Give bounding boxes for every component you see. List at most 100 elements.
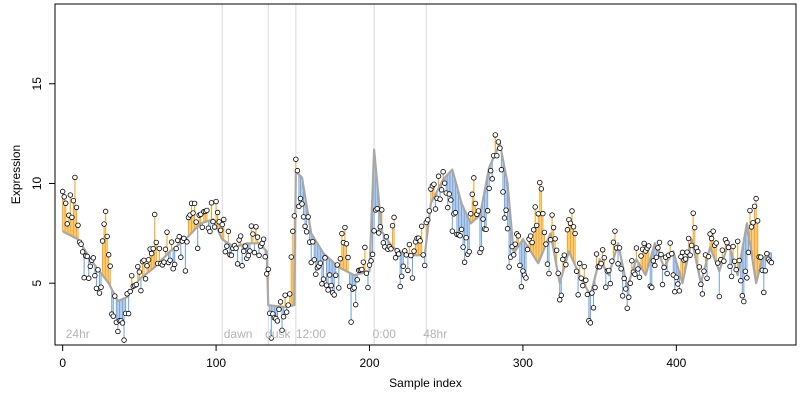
- data-point: [320, 276, 327, 282]
- data-point: [283, 309, 290, 315]
- data-point: [96, 290, 103, 296]
- data-point: [193, 219, 199, 225]
- data-point: [435, 173, 442, 179]
- data-point: [466, 248, 472, 255]
- data-point: [463, 235, 469, 241]
- data-point: [504, 226, 511, 232]
- y-axis-label: Expression: [9, 145, 23, 204]
- data-point: [152, 211, 158, 218]
- data-point: [488, 167, 494, 174]
- data-point: [603, 284, 609, 290]
- data-point: [280, 314, 287, 320]
- data-point: [285, 302, 291, 308]
- data-point: [710, 228, 716, 234]
- data-point: [705, 253, 712, 260]
- data-point: [676, 288, 683, 294]
- data-point: [339, 230, 345, 237]
- data-point: [555, 270, 561, 276]
- data-point: [253, 224, 259, 230]
- data-point: [167, 257, 173, 263]
- data-point: [649, 284, 655, 291]
- data-point: [210, 218, 216, 225]
- data-point: [219, 221, 225, 228]
- phase-label: 24hr: [66, 327, 90, 341]
- data-point: [730, 243, 736, 250]
- data-point: [449, 228, 456, 234]
- plot-frame: [54, 3, 797, 346]
- data-point: [274, 318, 281, 324]
- data-point: [569, 208, 575, 214]
- data-point: [673, 274, 680, 281]
- data-point: [744, 275, 750, 281]
- data-point: [598, 260, 604, 267]
- data-point: [204, 207, 210, 214]
- data-point: [64, 221, 70, 227]
- data-point: [432, 206, 439, 212]
- data-point: [682, 256, 689, 262]
- data-point: [268, 335, 275, 341]
- data-point: [365, 284, 371, 291]
- data-point: [621, 275, 627, 282]
- data-point: [478, 245, 485, 252]
- phase-lines: [221, 4, 427, 345]
- data-point: [317, 260, 324, 266]
- data-point: [472, 200, 479, 207]
- data-point: [524, 246, 531, 253]
- data-point: [441, 180, 448, 186]
- data-point: [400, 263, 406, 269]
- data-point: [311, 257, 317, 263]
- data-point: [572, 230, 578, 237]
- observed-points: [59, 132, 775, 343]
- data-point: [389, 223, 396, 229]
- data-point: [133, 281, 140, 288]
- data-point: [512, 241, 518, 247]
- data-point: [345, 254, 351, 261]
- data-point: [144, 263, 150, 269]
- data-point: [376, 230, 382, 236]
- data-point: [75, 222, 81, 229]
- data-point: [72, 174, 78, 181]
- data-point: [245, 252, 252, 259]
- data-point: [148, 250, 155, 257]
- data-point: [629, 258, 635, 264]
- data-point: [736, 257, 742, 264]
- data-point: [558, 292, 564, 299]
- data-point: [86, 275, 92, 281]
- data-point: [388, 246, 394, 252]
- data-point: [696, 264, 703, 270]
- x-axis-label: Sample index: [389, 376, 462, 390]
- data-point: [138, 287, 144, 294]
- data-point: [610, 239, 617, 245]
- data-point: [667, 240, 673, 246]
- data-point: [497, 145, 503, 151]
- data-point: [408, 252, 414, 259]
- data-point: [156, 245, 163, 252]
- data-point: [129, 273, 135, 279]
- y-tick-label: 5: [30, 280, 44, 287]
- data-point: [461, 259, 468, 265]
- data-point: [73, 204, 80, 211]
- data-point: [469, 191, 475, 197]
- data-point: [336, 285, 342, 291]
- data-point: [293, 156, 299, 162]
- data-point: [724, 239, 730, 246]
- data-point: [302, 223, 308, 229]
- data-point: [331, 292, 337, 298]
- data-point: [529, 239, 535, 246]
- data-point: [417, 238, 423, 244]
- data-point: [184, 239, 190, 245]
- data-point: [650, 258, 657, 264]
- data-point: [84, 253, 90, 260]
- data-point: [557, 297, 563, 303]
- data-point: [294, 167, 301, 174]
- data-point: [325, 287, 331, 293]
- data-point: [237, 233, 244, 239]
- data-point: [310, 239, 316, 245]
- data-point: [234, 261, 241, 267]
- data-point: [501, 215, 508, 221]
- data-point: [719, 247, 726, 253]
- data-point: [173, 245, 179, 252]
- data-point: [704, 275, 710, 281]
- data-point: [745, 249, 752, 256]
